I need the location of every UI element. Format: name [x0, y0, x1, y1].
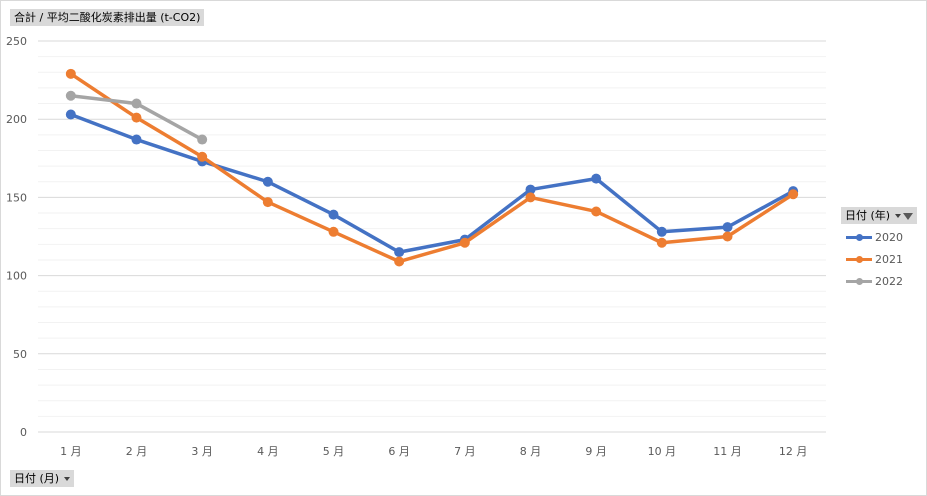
data-point[interactable]	[722, 222, 733, 233]
data-point[interactable]	[591, 206, 602, 217]
legend-swatch	[846, 232, 872, 242]
filter-icon	[903, 212, 914, 220]
data-point[interactable]	[65, 90, 76, 101]
series-line[interactable]	[69, 112, 795, 254]
axis-field-button[interactable]: 日付 (月)	[10, 470, 75, 487]
data-point[interactable]	[65, 68, 76, 79]
data-point[interactable]	[328, 209, 339, 220]
value-field-button[interactable]: 合計 / 平均二酸化炭素排出量 (t-CO2)	[10, 9, 205, 26]
y-tick-label: 50	[13, 348, 27, 361]
x-tick-label: 4 月	[257, 445, 279, 458]
axis-field-label: 日付 (月)	[14, 472, 60, 485]
legend-item-2022[interactable]: 2022	[846, 270, 903, 292]
legend: 2020 2021 2022	[846, 226, 903, 292]
data-point[interactable]	[788, 189, 799, 200]
x-tick-label: 3 月	[191, 445, 213, 458]
data-point[interactable]	[328, 226, 339, 237]
data-point[interactable]	[394, 256, 405, 267]
legend-label: 2021	[875, 252, 903, 266]
data-point[interactable]	[525, 184, 536, 195]
y-tick-label: 100	[6, 270, 27, 283]
data-point[interactable]	[131, 98, 142, 109]
legend-item-2021[interactable]: 2021	[846, 248, 903, 270]
data-point[interactable]	[656, 237, 667, 248]
dropdown-arrow-icon	[895, 214, 902, 218]
data-point[interactable]	[65, 109, 76, 120]
legend-field-label: 日付 (年)	[845, 209, 891, 222]
data-point[interactable]	[262, 197, 273, 208]
series-2021[interactable]	[65, 68, 799, 267]
x-tick-label: 12 月	[779, 445, 808, 458]
legend-label: 2022	[875, 274, 903, 288]
legend-field-button[interactable]: 日付 (年)	[841, 207, 918, 224]
series-2020[interactable]	[65, 109, 799, 258]
data-point[interactable]	[131, 134, 142, 145]
data-point[interactable]	[394, 247, 405, 258]
x-axis-labels: 1 月 2 月 3 月 4 月 5 月 6 月 7 月 8 月 9 月 10 月 11 月 12 月	[60, 445, 807, 458]
data-point[interactable]	[131, 112, 142, 123]
data-point[interactable]	[591, 173, 602, 184]
value-field-label: 合計 / 平均二酸化炭素排出量 (t-CO2)	[14, 11, 201, 24]
x-tick-label: 8 月	[520, 445, 542, 458]
data-point[interactable]	[459, 237, 470, 248]
data-point[interactable]	[722, 231, 733, 242]
data-point[interactable]	[197, 134, 208, 145]
x-tick-label: 7 月	[454, 445, 476, 458]
dropdown-arrow-icon	[64, 477, 71, 481]
data-point[interactable]	[197, 151, 208, 162]
gridlines	[38, 40, 826, 433]
x-tick-label: 5 月	[323, 445, 345, 458]
legend-swatch	[846, 276, 872, 286]
series-layer	[65, 68, 799, 267]
x-tick-label: 11 月	[713, 445, 742, 458]
data-point[interactable]	[262, 176, 273, 187]
y-tick-label: 200	[6, 113, 27, 126]
y-tick-label: 150	[6, 191, 27, 204]
series-2022[interactable]	[65, 90, 208, 145]
x-tick-label: 2 月	[126, 445, 148, 458]
x-tick-label: 6 月	[388, 445, 410, 458]
y-axis-labels: 0 50 100 150 200 250	[6, 35, 27, 439]
series-line[interactable]	[69, 72, 795, 264]
legend-label: 2020	[875, 230, 903, 244]
x-tick-label: 1 月	[60, 445, 82, 458]
y-tick-label: 250	[6, 35, 27, 48]
x-tick-label: 10 月	[648, 445, 677, 458]
x-tick-label: 9 月	[585, 445, 607, 458]
data-point[interactable]	[656, 226, 667, 237]
y-tick-label: 0	[20, 426, 27, 439]
data-point[interactable]	[525, 192, 536, 203]
legend-swatch	[846, 254, 872, 264]
legend-item-2020[interactable]: 2020	[846, 226, 903, 248]
